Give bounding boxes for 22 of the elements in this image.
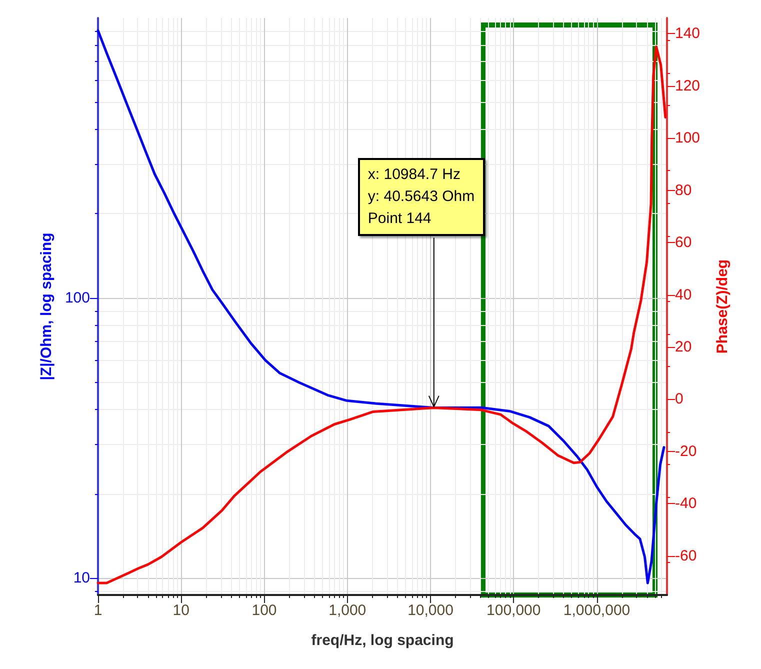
x-tick-label: 100: [252, 602, 277, 619]
y2-tick-label: 20: [675, 338, 692, 356]
y2-tick-label: 60: [675, 234, 692, 252]
y2-tick-label: 40: [675, 286, 692, 304]
y2-tick-label: 100: [675, 130, 700, 147]
annotation: x: 10984.7 Hz y: 40.5643 Ohm Point 144: [358, 158, 485, 236]
y2-tick-label: 120: [675, 77, 700, 94]
y2-tick-label: 140: [675, 25, 700, 42]
x-tick-label: 10: [172, 602, 190, 619]
x-tick-label: 1,000: [328, 602, 366, 619]
y2-axis-title: Phase(Z)/deg: [714, 259, 731, 354]
y2-tick-label: -40: [675, 495, 697, 512]
x-tick-label: 10,000: [408, 602, 454, 619]
x-tick-label: 1,000,000: [563, 602, 630, 619]
y2-tick-label: -60: [675, 547, 697, 564]
x-tick-label: 1: [94, 602, 102, 619]
y2-tick-label: -20: [675, 442, 697, 460]
y2-tick-label: 0: [675, 390, 684, 408]
x-axis-title: freq/Hz, log spacing: [311, 632, 454, 649]
x-tick-label: 100,000: [486, 602, 541, 619]
y-axis-title: |Z|/Ohm, log spacing: [38, 232, 56, 380]
y2-tick-label: 80: [675, 182, 692, 199]
